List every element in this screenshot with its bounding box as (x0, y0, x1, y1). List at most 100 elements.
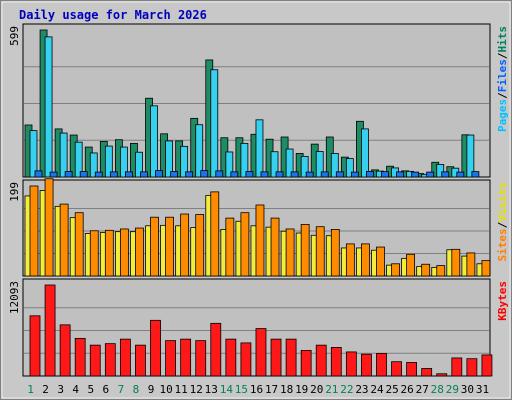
bar-hits-pages-day-14 (230, 171, 239, 178)
bar-hits-files-day-11 (180, 145, 189, 178)
x-tick-label-day-30: 30 (461, 383, 474, 396)
x-tick-label-day-7: 7 (118, 383, 125, 396)
bar-hits-pages-day-18 (290, 171, 299, 178)
bar-visits-sites-day-10 (165, 216, 174, 277)
x-tick-label-day-19: 19 (295, 383, 308, 396)
bar-kbytes-kbytes-day-19 (300, 350, 312, 377)
x-tick-label-day-14: 14 (220, 383, 234, 396)
panel-kbytes-max-label: 12093 (8, 281, 21, 314)
bar-visits-sites-day-24 (376, 246, 385, 277)
bar-visits-sites-day-20 (315, 226, 325, 277)
bar-kbytes-kbytes-day-11 (180, 338, 192, 377)
bar-kbytes-kbytes-day-26 (406, 362, 418, 377)
bar-kbytes-kbytes-day-22 (345, 351, 357, 377)
bar-hits-files-day-30 (466, 134, 475, 178)
panel-hits-legend: Pages/Files/Hits (496, 26, 509, 132)
bar-hits-pages-day-22 (350, 171, 359, 178)
legend-entry-hits-0: Pages (496, 99, 509, 132)
bar-kbytes-kbytes-day-29 (451, 357, 463, 377)
bar-hits-pages-day-25 (396, 171, 404, 178)
bar-hits-pages-day-13 (215, 170, 224, 178)
bar-kbytes-kbytes-day-31 (481, 354, 493, 377)
bar-visits-sites-day-22 (345, 243, 355, 277)
bar-kbytes-kbytes-day-6 (104, 343, 116, 377)
bar-hits-pages-day-5 (94, 171, 103, 178)
bar-visits-sites-day-11 (180, 213, 190, 277)
x-tick-label-day-12: 12 (190, 383, 203, 396)
bar-visits-sites-day-9 (150, 216, 159, 277)
bar-visits-sites-day-3 (59, 203, 69, 277)
bar-kbytes-kbytes-day-4 (74, 337, 86, 377)
x-tick-label-day-26: 26 (401, 383, 414, 396)
bar-hits-pages-day-24 (381, 171, 389, 178)
bar-hits-files-day-10 (165, 140, 173, 178)
x-tick-label-day-28: 28 (431, 383, 444, 396)
legend-entry-hits-1: / (496, 92, 509, 99)
bar-hits-pages-day-10 (170, 171, 178, 178)
bar-hits-files-day-7 (119, 146, 128, 178)
bar-visits-sites-day-15 (240, 212, 250, 277)
bar-hits-pages-day-17 (275, 171, 284, 178)
bar-visits-sites-day-1 (29, 185, 39, 277)
bar-hits-files-day-9 (150, 105, 158, 178)
bar-kbytes-kbytes-day-17 (270, 338, 282, 377)
bar-hits-files-day-2 (44, 36, 53, 178)
bar-hits-pages-day-2 (49, 171, 58, 178)
bar-visits-sites-day-2 (44, 178, 54, 277)
panel-hits-max-label: 599 (8, 26, 21, 46)
bar-hits-pages-day-4 (79, 171, 88, 178)
bar-kbytes-kbytes-day-10 (165, 340, 176, 377)
bar-visits-sites-day-6 (104, 229, 114, 277)
bar-visits-sites-day-29 (451, 248, 461, 277)
bar-hits-pages-day-30 (471, 171, 480, 178)
panel-kbytes-legend: KBytes (496, 281, 509, 321)
x-tick-label-day-22: 22 (340, 383, 353, 396)
bar-kbytes-kbytes-day-27 (421, 368, 433, 377)
bar-visits-sites-day-14 (225, 217, 235, 277)
bar-visits-sites-day-28 (436, 265, 446, 277)
bar-kbytes-kbytes-day-3 (59, 324, 71, 377)
x-tick-label-day-24: 24 (370, 383, 384, 396)
bar-visits-sites-day-21 (330, 229, 340, 277)
x-tick-label-day-10: 10 (159, 383, 172, 396)
x-tick-label-day-11: 11 (175, 383, 188, 396)
legend-entry-visits-2: Visits (496, 182, 509, 222)
bar-hits-files-day-22 (345, 158, 354, 178)
bar-kbytes-kbytes-day-25 (391, 361, 402, 377)
bar-kbytes-kbytes-day-5 (89, 344, 101, 377)
bar-visits-sites-day-4 (74, 212, 84, 277)
bar-visits-sites-day-8 (135, 227, 144, 277)
x-tick-label-day-6: 6 (103, 383, 110, 396)
bar-visits-sites-day-25 (391, 263, 400, 277)
bar-visits-sites-day-31 (481, 260, 491, 277)
bar-kbytes-kbytes-day-1 (29, 315, 41, 377)
panel-hits: 599 Pages/Files/Hits (8, 23, 509, 178)
bar-kbytes-kbytes-day-14 (225, 338, 237, 377)
x-tick-label-day-5: 5 (87, 383, 94, 396)
x-axis-day-labels: 1 2 3 4 5 6 7 8 9 10 11 12 13 14 15 16 17 18 19 20 21 22 23 24 2… (27, 383, 489, 396)
bar-visits-sites-day-23 (361, 243, 370, 277)
legend-entry-hits-2: Files (496, 59, 509, 92)
x-tick-label-day-8: 8 (133, 383, 140, 396)
bar-hits-pages-day-6 (109, 171, 118, 178)
bar-hits-files-day-4 (74, 141, 83, 178)
bar-kbytes-kbytes-day-16 (255, 328, 267, 377)
bar-visits-sites-day-18 (285, 228, 295, 277)
legend-entry-visits-0: Sites (496, 228, 509, 261)
legend-entry-kbytes-0: KBytes (496, 281, 509, 321)
bar-kbytes-kbytes-day-21 (330, 347, 342, 377)
bar-kbytes-kbytes-day-24 (376, 353, 387, 377)
x-tick-label-day-2: 2 (42, 383, 49, 396)
panel-visits-legend: Sites/Visits (496, 182, 509, 262)
bar-kbytes-kbytes-day-2 (44, 284, 56, 377)
x-tick-label-day-27: 27 (416, 383, 429, 396)
x-tick-label-day-17: 17 (265, 383, 278, 396)
bar-kbytes-kbytes-day-23 (361, 353, 372, 377)
bar-hits-files-day-13 (210, 69, 219, 178)
x-tick-label-day-3: 3 (57, 383, 64, 396)
bar-hits-pages-day-11 (185, 171, 194, 178)
bar-visits-sites-day-12 (195, 214, 205, 277)
bar-hits-files-day-3 (59, 132, 68, 178)
